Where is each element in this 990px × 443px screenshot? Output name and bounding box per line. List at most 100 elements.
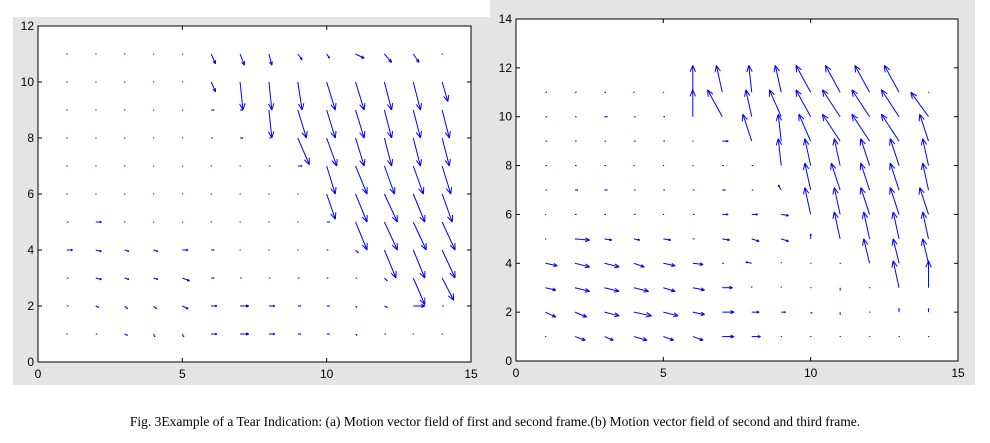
vector-shaft bbox=[633, 287, 649, 292]
y-tick-label: 0 bbox=[505, 354, 512, 368]
vector-head bbox=[921, 238, 924, 246]
vector-arrow bbox=[773, 65, 782, 93]
vector-head bbox=[833, 138, 839, 145]
vector-head bbox=[552, 313, 557, 318]
vector-shaft bbox=[297, 137, 310, 165]
vector-head bbox=[449, 272, 456, 279]
vector-head bbox=[777, 138, 783, 146]
vector-shaft bbox=[297, 81, 303, 111]
vector-head bbox=[443, 96, 449, 102]
vector-shaft bbox=[268, 53, 273, 66]
vector-shaft bbox=[804, 163, 812, 191]
vector-arrow bbox=[210, 81, 217, 93]
vector-head bbox=[215, 304, 218, 307]
vector-arrow bbox=[211, 249, 215, 251]
vector-head bbox=[584, 239, 590, 243]
vector-arrow bbox=[798, 113, 812, 142]
vector-shaft bbox=[182, 277, 190, 282]
vector-arrow bbox=[751, 334, 761, 339]
vector-arrow bbox=[663, 311, 679, 318]
vector-head bbox=[386, 279, 388, 281]
vector-dot bbox=[152, 137, 155, 139]
vector-arrow bbox=[239, 165, 241, 167]
vector-arrow bbox=[239, 221, 241, 223]
vector-dot bbox=[152, 81, 155, 83]
vector-dot bbox=[239, 221, 241, 223]
vector-dot bbox=[869, 287, 871, 289]
vector-arrow bbox=[355, 137, 366, 167]
vector-head bbox=[920, 138, 924, 146]
vector-head bbox=[741, 114, 744, 122]
vector-head bbox=[729, 285, 733, 289]
vector-head bbox=[851, 114, 854, 122]
vector-head bbox=[585, 287, 590, 292]
vector-head bbox=[769, 89, 775, 96]
vector-head bbox=[301, 132, 307, 139]
vector-head bbox=[361, 188, 368, 195]
vector-arrow bbox=[751, 213, 758, 216]
vector-dot bbox=[152, 165, 155, 167]
vector-head bbox=[910, 91, 918, 97]
vector-head bbox=[756, 310, 760, 313]
vector-arrow bbox=[383, 137, 394, 167]
vector-head bbox=[415, 104, 421, 111]
vector-arrow bbox=[810, 287, 812, 289]
vector-dot bbox=[152, 53, 155, 55]
vector-dot bbox=[124, 221, 126, 223]
vector-shaft bbox=[633, 311, 652, 317]
vector-head bbox=[671, 263, 676, 267]
vector-shaft bbox=[412, 249, 426, 279]
vector-shaft bbox=[412, 81, 421, 111]
vector-arrow bbox=[544, 238, 547, 240]
vector-arrow bbox=[574, 311, 588, 318]
vector-head bbox=[746, 65, 750, 73]
vector-arrow bbox=[781, 213, 789, 217]
vector-arrow bbox=[95, 277, 102, 281]
vector-head bbox=[361, 55, 365, 59]
vector-arrow bbox=[821, 89, 841, 117]
vector-dot bbox=[124, 81, 126, 83]
vector-shaft bbox=[892, 238, 900, 264]
vector-head bbox=[861, 211, 865, 219]
vector-head bbox=[860, 138, 866, 145]
vector-arrow bbox=[239, 53, 246, 66]
vector-arrow bbox=[927, 308, 930, 313]
vector-shaft bbox=[441, 193, 453, 223]
vector-arrow bbox=[268, 81, 275, 111]
vector-arrow bbox=[211, 109, 215, 111]
vector-arrow bbox=[124, 277, 130, 281]
vector-arrow bbox=[692, 287, 705, 292]
vector-arrow bbox=[768, 89, 782, 117]
vector-dot bbox=[95, 137, 97, 139]
vector-head bbox=[419, 103, 423, 111]
vector-shaft bbox=[574, 238, 590, 241]
vector-arrow bbox=[326, 53, 331, 59]
vector-arrow bbox=[66, 193, 68, 195]
vector-head bbox=[415, 160, 421, 167]
vector-arrow bbox=[921, 238, 930, 264]
vector-arrow bbox=[861, 211, 871, 239]
vector-arrow bbox=[441, 81, 450, 102]
y-tick-label: 8 bbox=[27, 131, 34, 145]
vector-head bbox=[707, 89, 709, 97]
vector-arrow bbox=[809, 233, 812, 239]
vector-arrow bbox=[384, 53, 393, 63]
vector-arrow bbox=[153, 333, 156, 338]
vector-head bbox=[239, 103, 244, 111]
vector-head bbox=[614, 287, 620, 292]
vector-shaft bbox=[412, 53, 420, 63]
vector-head bbox=[726, 213, 729, 215]
vector-head bbox=[748, 65, 753, 72]
vector-dot bbox=[124, 53, 126, 55]
vector-dot bbox=[95, 165, 97, 167]
vector-arrow bbox=[383, 109, 394, 139]
vector-shaft bbox=[777, 138, 782, 166]
vector-arrow bbox=[663, 238, 671, 242]
vector-arrow bbox=[124, 137, 126, 139]
vector-arrow bbox=[268, 221, 270, 223]
vector-head bbox=[673, 315, 679, 318]
vector-head bbox=[832, 187, 835, 195]
vector-head bbox=[334, 130, 337, 139]
vector-dot bbox=[152, 221, 155, 223]
vector-dot bbox=[780, 336, 782, 338]
